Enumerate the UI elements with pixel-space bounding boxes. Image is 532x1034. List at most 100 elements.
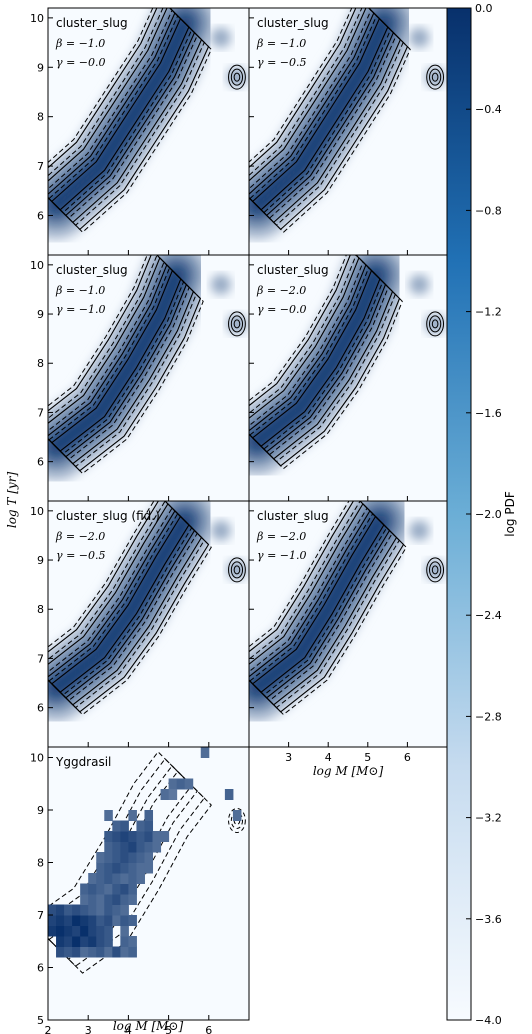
- heatmap-cell: [88, 925, 97, 937]
- contour-dashed: [249, 8, 411, 233]
- heatmap-cell: [80, 915, 89, 926]
- heatmap-cell: [88, 894, 97, 905]
- heatmap-cell: [96, 873, 105, 884]
- heatmap-cell: [136, 862, 145, 874]
- contour-satellite: [426, 311, 445, 337]
- y-tick-label: 7: [37, 652, 44, 665]
- heatmap-cell: [120, 904, 129, 916]
- density-satellite: [409, 27, 430, 48]
- heatmap-cell: [112, 852, 121, 863]
- contour-satellite: [233, 565, 241, 575]
- contour-dashed: [249, 501, 407, 716]
- heatmap-cell: [88, 873, 97, 884]
- y-tick-label: 5: [37, 1014, 44, 1027]
- y-tick-label: 8: [37, 857, 44, 870]
- heatmap-cell: [112, 873, 121, 884]
- x-tick-label: 3: [285, 751, 292, 764]
- heatmap-cell: [120, 894, 129, 905]
- heatmap-cell: [104, 894, 113, 905]
- density-satellite: [226, 67, 247, 88]
- contour-dashed: [249, 513, 388, 696]
- panel-gamma: γ = −0.5: [257, 56, 307, 69]
- heatmap-cell: [168, 778, 178, 790]
- panels-group: [48, 8, 447, 1020]
- heatmap-cell: [104, 852, 113, 863]
- contour-satellite: [230, 315, 244, 333]
- panel-beta: β = −1.0: [55, 37, 105, 50]
- density-layer: [251, 515, 385, 693]
- y-tick-label: 9: [37, 61, 44, 74]
- heatmap-cell: [56, 904, 65, 916]
- heatmap-cell: [80, 936, 89, 947]
- contour-dashed: [48, 513, 193, 696]
- contour-dashed: [249, 9, 397, 219]
- heatmap-cell: [120, 852, 129, 863]
- density-satellite: [226, 559, 247, 580]
- heatmap-cell: [120, 873, 129, 884]
- contour-solid: [249, 503, 398, 706]
- heatmap-cell: [152, 831, 162, 842]
- panel-gamma: γ = −1.0: [56, 303, 106, 316]
- colorbar-tick-label: −4.0: [475, 1014, 502, 1027]
- contour-dashed: [249, 507, 393, 702]
- x-tick-label: 5: [165, 1024, 172, 1034]
- heatmap-cell: [112, 915, 121, 926]
- density-satellite: [425, 67, 446, 88]
- heatmap-cell: [128, 862, 137, 874]
- heatmap-cell: [120, 831, 129, 842]
- heatmap-cell: [144, 810, 154, 821]
- colorbar: 0.0 −0.4 −0.8 −1.2 −1.6 −2.0 −2.4 −2.8 −3.2 −3.6 −…: [446, 2, 517, 1027]
- contour-solid: [51, 269, 182, 452]
- heatmap-cell: [64, 915, 73, 926]
- contour-satellite: [233, 319, 241, 329]
- heatmap-cell: [128, 946, 137, 958]
- heatmap-cell: [128, 873, 137, 884]
- panel-1: [48, 8, 249, 255]
- heatmap-cell: [96, 852, 105, 863]
- heatmap-cell: [112, 841, 121, 853]
- heatmap-cell: [48, 925, 57, 937]
- heatmap-cell: [128, 841, 137, 853]
- x-tick-label: 4: [325, 751, 332, 764]
- heatmap-cell: [48, 904, 57, 916]
- contour-dashed: [48, 507, 198, 702]
- panel-gamma: γ = −0.0: [257, 303, 307, 316]
- contour-satellite: [228, 311, 246, 337]
- heatmap-cell: [120, 936, 129, 947]
- contour-solid: [48, 264, 187, 458]
- panel-frame: [47, 746, 250, 1021]
- heatmap-cell: [64, 904, 73, 916]
- colorbar-tick-label: −2.4: [475, 609, 502, 622]
- density-satellite: [210, 27, 231, 48]
- panel-background: [48, 747, 249, 1020]
- heatmap-cell: [120, 915, 129, 926]
- contour-dashed: [249, 255, 396, 463]
- contour-dashed: [48, 8, 205, 226]
- heatmap-cell: [136, 831, 145, 842]
- contour-satellite: [429, 315, 442, 333]
- colorbar-label: log PDF: [503, 491, 517, 537]
- heatmap-cell: [56, 936, 65, 947]
- heatmap-cell: [200, 747, 210, 758]
- contour-dashed: [48, 8, 212, 233]
- heatmap-cell: [136, 873, 145, 884]
- panel-title: cluster_slug: [56, 16, 128, 30]
- heatmap-cell: [120, 883, 129, 895]
- density-layer: [51, 269, 182, 452]
- heatmap-cell: [96, 936, 105, 947]
- contour-solid: [51, 515, 190, 693]
- heatmap-cell: [112, 946, 121, 958]
- contour-satellite: [233, 72, 241, 82]
- colorbar-tick-label: −0.8: [475, 204, 502, 217]
- density-satellite: [409, 274, 430, 295]
- contour-satellite: [426, 64, 445, 90]
- contour-satellite: [426, 557, 445, 583]
- y-axis-label: log T [yr]: [5, 472, 19, 529]
- heatmap-cell: [80, 904, 89, 916]
- colorbar-tick-label: −3.2: [475, 812, 502, 825]
- heatmap-cell: [112, 831, 121, 842]
- colorbar-tick-label: −1.2: [475, 306, 502, 319]
- heatmap-cell: [128, 810, 137, 821]
- x-tick-label: 2: [45, 1024, 52, 1034]
- heatmap-cell: [56, 915, 65, 926]
